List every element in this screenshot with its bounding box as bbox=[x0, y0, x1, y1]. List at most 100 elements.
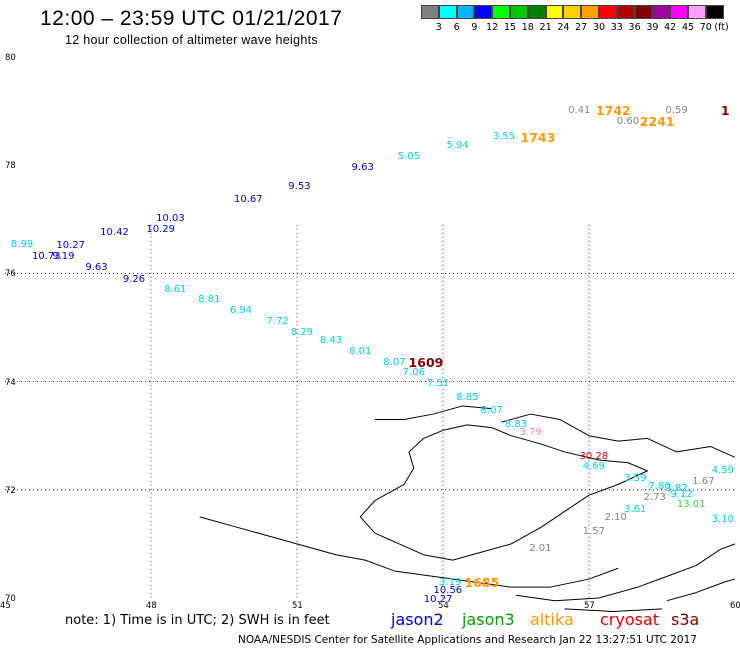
wave-height-label: 0.59 bbox=[665, 105, 688, 117]
wave-height-label: 8.83 bbox=[504, 418, 528, 430]
color-scale-labels: 3 6 9 12 15 18 21 24 27 30 33 36 39 42 45 70 (ft) bbox=[421, 22, 740, 34]
legend-swatch-label: 3 bbox=[435, 22, 442, 33]
wave-height-label: 8.07 bbox=[383, 356, 406, 368]
wave-height-label: 8.81 bbox=[198, 294, 221, 306]
longitude-tick-label: 45 bbox=[0, 601, 11, 611]
wave-height-label: 0.60 bbox=[616, 115, 640, 127]
wave-height-label: 7.06 bbox=[402, 367, 425, 379]
latitude-tick-label: 74 bbox=[5, 377, 16, 388]
color-scale-legend bbox=[421, 5, 724, 19]
coastline bbox=[666, 578, 736, 602]
wave-height-label: 9.12 bbox=[670, 489, 693, 501]
wave-height-label: 0.41 bbox=[568, 105, 591, 117]
wave-height-label: 6.94 bbox=[229, 305, 253, 317]
wave-height-label: 10.67 bbox=[234, 194, 263, 206]
satellite-label-jason2: jason2 bbox=[391, 610, 444, 629]
wave-height-label: 9.53 bbox=[288, 180, 311, 192]
wave-height-label: 7.51 bbox=[426, 378, 450, 390]
legend-swatch bbox=[705, 5, 724, 19]
coastline bbox=[501, 413, 736, 458]
wave-height-label: 5.94 bbox=[446, 140, 469, 152]
legend-swatch bbox=[492, 5, 510, 19]
wave-height-label: 3.82 bbox=[665, 482, 688, 494]
legend-swatch-label: 21 bbox=[539, 22, 552, 33]
legend-swatch bbox=[545, 5, 564, 19]
coastline bbox=[359, 424, 648, 561]
wave-height-label: 8.85 bbox=[456, 391, 479, 403]
wave-height-label: 10.27 bbox=[423, 594, 453, 606]
legend-swatch bbox=[474, 5, 493, 19]
wave-height-label: 3.19 bbox=[439, 577, 462, 589]
wave-height-label: 2.10 bbox=[604, 512, 627, 524]
satellite-label-s3a: s3a bbox=[671, 610, 700, 629]
satellite-label-cryosat: cryosat bbox=[600, 610, 660, 629]
coastline bbox=[374, 405, 492, 420]
latitude-tick-label: 78 bbox=[5, 161, 16, 172]
legend-swatch bbox=[421, 5, 439, 19]
legend-swatch-label: 42 bbox=[664, 22, 677, 33]
latitude-tick-label: 80 bbox=[5, 53, 16, 63]
latitude-tick-label: 76 bbox=[5, 269, 16, 280]
legend-swatch bbox=[563, 5, 582, 19]
longitude-tick-label: 51 bbox=[292, 601, 303, 611]
wave-height-label: 3.61 bbox=[624, 504, 647, 516]
legend-swatch bbox=[687, 5, 706, 19]
wave-height-label: 10.27 bbox=[56, 240, 86, 252]
wave-height-label: 9.63 bbox=[85, 261, 108, 273]
wave-height-label: 10.73 bbox=[32, 251, 61, 263]
legend-swatch-label: 70 bbox=[699, 22, 712, 33]
wave-height-label: 1685 bbox=[464, 575, 500, 591]
wave-height-label: 3.79 bbox=[519, 426, 542, 438]
wave-height-label: 1743 bbox=[520, 129, 556, 145]
wave-height-label: 10.42 bbox=[100, 226, 129, 238]
coastline bbox=[199, 516, 619, 588]
page-title: 12:00 – 23:59 UTC 01/21/2017 bbox=[40, 7, 343, 30]
legend-swatch-label: 9 bbox=[471, 22, 478, 33]
wave-height-label: 1 bbox=[720, 102, 730, 118]
wave-height-label: 9.19 bbox=[52, 251, 75, 263]
longitude-tick-label: 60 bbox=[730, 601, 740, 611]
legend-swatch bbox=[634, 5, 653, 19]
page-subtitle: 12 hour collection of altimeter wave hei… bbox=[65, 33, 318, 47]
legend-swatch-label: 36 bbox=[628, 22, 641, 33]
satellite-label-altika: altika bbox=[530, 610, 574, 629]
latitude-tick-label: 70 bbox=[5, 594, 16, 604]
legend-swatch-label: 30 bbox=[592, 22, 606, 33]
legend-swatch bbox=[616, 5, 635, 19]
wave-height-label: 8.43 bbox=[319, 335, 343, 347]
legend-swatch bbox=[527, 5, 546, 19]
latitude-tick-label: 72 bbox=[5, 485, 16, 496]
wave-height-label: 1.57 bbox=[582, 525, 605, 537]
wave-height-label: 10.29 bbox=[146, 224, 176, 236]
wave-height-label: 2241 bbox=[639, 113, 675, 129]
longitude-tick-label: 48 bbox=[146, 601, 157, 611]
legend-swatch bbox=[598, 5, 617, 19]
legend-unit: (ft) bbox=[714, 22, 729, 33]
legend-swatch-label: 15 bbox=[503, 22, 517, 33]
wave-height-label: 13.01 bbox=[676, 498, 706, 510]
legend-swatch-label: 24 bbox=[557, 22, 570, 33]
wave-height-label: 5.05 bbox=[397, 151, 421, 163]
longitude-tick-label: 54 bbox=[438, 601, 449, 611]
legend-swatch bbox=[456, 5, 475, 19]
wave-height-label: 3.10 bbox=[711, 513, 734, 525]
legend-swatch bbox=[670, 5, 688, 19]
wave-height-label: 1609 bbox=[408, 354, 444, 370]
wave-height-label: 9.63 bbox=[351, 161, 374, 173]
wave-height-label: 4.69 bbox=[582, 461, 605, 473]
wave-height-label: 3.59 bbox=[624, 472, 647, 484]
legend-swatch-label: 6 bbox=[453, 22, 460, 33]
footer-credit: NOAA/NESDIS Center for Satellite Applica… bbox=[238, 634, 697, 646]
wave-height-label: 8.07 bbox=[480, 405, 503, 417]
legend-swatch bbox=[581, 5, 599, 19]
wave-height-label: 1.67 bbox=[692, 475, 715, 487]
wave-height-label: 7.72 bbox=[266, 316, 289, 328]
coastline bbox=[564, 608, 663, 613]
wave-height-label: 3.55 bbox=[492, 131, 515, 143]
legend-swatch-label: 45 bbox=[681, 22, 695, 33]
legend-swatch-label: 12 bbox=[486, 22, 499, 33]
coastline bbox=[515, 543, 736, 602]
wave-height-label: 9.26 bbox=[122, 273, 146, 285]
legend-swatch bbox=[652, 5, 671, 19]
